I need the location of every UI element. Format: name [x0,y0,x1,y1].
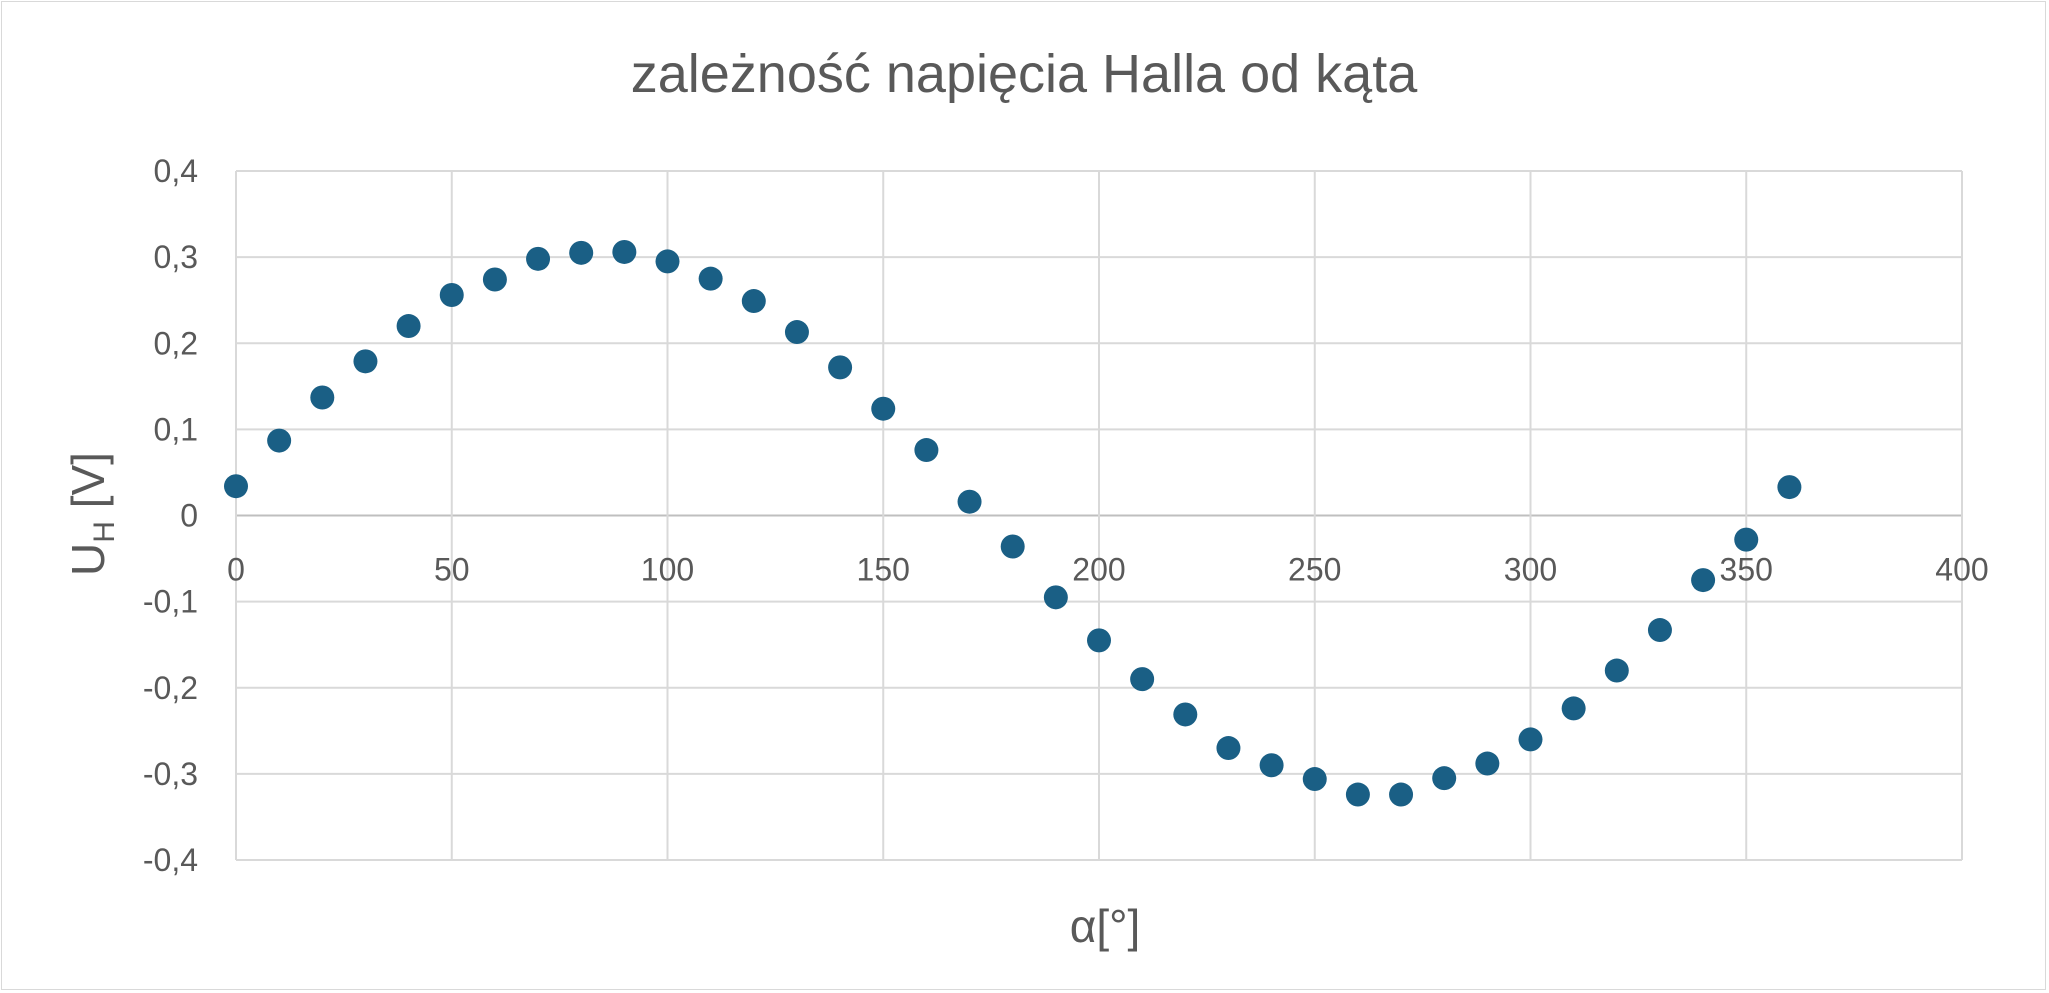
y-tick-label: 0,1 [154,411,198,447]
y-tick-label: -0,1 [143,584,198,620]
data-point [1130,667,1155,692]
data-point [1345,782,1370,807]
x-tick-label: 150 [857,552,910,588]
data-point [1173,702,1198,727]
x-tick-label: 50 [434,552,470,588]
x-tick-label: 100 [641,552,694,588]
data-point [526,246,551,271]
x-tick-label: 400 [1935,552,1988,588]
y-axis-label-unit: [V] [62,452,114,521]
x-tick-label: 200 [1072,552,1125,588]
data-point [1561,696,1586,721]
data-point [698,266,723,291]
y-tick-label: 0,4 [154,153,198,189]
chart-title: zależność napięcia Halla od kąta [631,44,1418,104]
y-axis-tick-labels: 0,4 0,3 0,2 0,1 0 -0,1 -0,2 -0,3 -0,4 [143,153,198,878]
data-point [1302,767,1327,792]
data-point [1000,534,1025,559]
x-axis-tick-labels: 0 50 100 150 200 250 300 350 400 [227,552,1989,588]
x-tick-label: 300 [1504,552,1557,588]
y-tick-label: -0,4 [143,842,198,878]
data-point [310,385,335,410]
y-tick-label: 0,2 [154,325,198,361]
y-tick-label: -0,2 [143,670,198,706]
data-point [353,349,378,374]
data-point [569,240,594,265]
data-point [1087,628,1111,653]
data-point [1734,527,1759,552]
data-point [1432,766,1457,791]
data-point [482,267,507,292]
data-point [655,249,680,274]
x-tick-label: 0 [227,552,245,588]
data-point [224,474,248,499]
data-point [1777,475,1802,500]
data-point [1475,751,1500,776]
data-point [828,355,853,380]
data-point [267,428,292,453]
x-axis-label: α[°] [1070,900,1141,952]
data-point [439,283,464,308]
x-tick-label: 350 [1720,552,1773,588]
y-axis-label-subscript: H [88,521,121,543]
data-point [396,314,421,339]
data-point [1216,736,1241,761]
data-point [784,320,809,345]
gridlines [235,170,1963,861]
data-point [1389,782,1414,807]
x-tick-label: 250 [1288,552,1341,588]
y-tick-label: 0,3 [154,239,198,275]
data-point [1647,618,1672,643]
data-point [871,396,896,421]
data-point [1259,753,1284,778]
data-point [1043,585,1068,610]
data-point [741,289,766,314]
data-point [914,438,939,463]
data-point [1518,727,1543,752]
data-point [612,239,637,264]
y-axis-label: UH [V] [62,452,121,576]
data-points [224,239,1802,807]
data-point [1604,658,1629,683]
data-point [1691,568,1716,593]
data-point [957,489,982,514]
y-tick-label: -0,3 [143,756,198,792]
y-tick-label: 0 [180,498,198,534]
y-axis-label-main: U [62,543,114,576]
